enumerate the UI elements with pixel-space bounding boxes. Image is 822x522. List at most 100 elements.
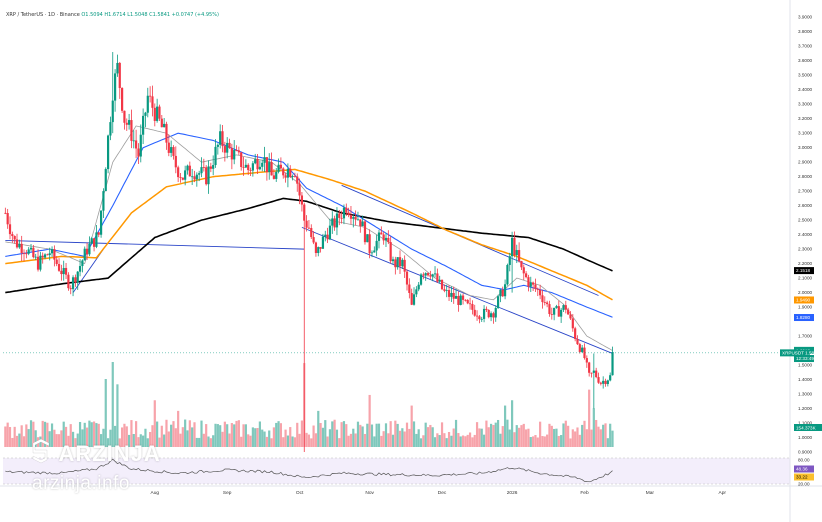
candle (515, 244, 518, 264)
candle-body (268, 162, 271, 173)
volume-bar (32, 421, 35, 447)
candle (142, 108, 145, 144)
candle-body (345, 207, 348, 213)
candle-body (258, 166, 261, 170)
y-tick-label: 2.8000 (798, 174, 812, 179)
volume-bar (443, 433, 446, 447)
candle (510, 231, 514, 293)
volume-bar (205, 424, 208, 447)
candle-body (401, 259, 404, 267)
volume-bar (20, 425, 23, 447)
candle (277, 158, 280, 174)
candle (590, 372, 593, 378)
y-tick-label: 1.9000 (798, 305, 812, 310)
candle-body (200, 167, 203, 174)
candle (333, 215, 336, 231)
candle-body (513, 237, 516, 256)
candle-body (186, 165, 189, 171)
volume-bar (132, 434, 135, 447)
candle (88, 236, 91, 257)
volume-bar (15, 435, 19, 447)
symbol-title[interactable]: XRP / TetherUS · 1D · Binance (6, 12, 80, 18)
candle (602, 376, 605, 389)
volume-bar (219, 425, 222, 447)
candle-body (536, 288, 539, 290)
candle-body (160, 118, 163, 128)
y-tick-label: 2.9000 (798, 160, 812, 165)
candle (445, 284, 448, 298)
candle (205, 165, 208, 186)
candle (487, 309, 490, 319)
candle-body (466, 300, 469, 304)
volume-bar (394, 420, 397, 447)
candle-body (522, 267, 525, 274)
candle-body (562, 305, 565, 310)
candle (46, 253, 49, 256)
volume-bar (29, 420, 33, 447)
candle (459, 293, 462, 306)
candle-body (361, 221, 364, 227)
candle-body (163, 123, 166, 128)
volume-bar (256, 428, 259, 447)
volume-bar (71, 431, 75, 447)
candle-body (457, 296, 460, 305)
candle-body (396, 257, 399, 268)
volume-bar (251, 427, 254, 447)
candle-body (62, 267, 65, 275)
candle-body (520, 261, 523, 268)
candle-body (300, 195, 304, 205)
candle (389, 236, 392, 264)
candle-body (331, 218, 334, 226)
candle-body (216, 144, 219, 147)
candle (20, 235, 23, 262)
volume-bar (244, 424, 247, 447)
candle (548, 300, 551, 317)
candle (228, 138, 231, 149)
volume-bar (597, 426, 600, 447)
candle (518, 242, 521, 263)
candle-body (303, 204, 306, 221)
volume-bar (289, 427, 292, 447)
candle-body (515, 250, 518, 256)
candle-body (95, 232, 98, 247)
volume-bar (361, 426, 364, 447)
candle (324, 230, 327, 242)
volume-bar (258, 421, 261, 447)
candle-body (235, 150, 238, 151)
candle (401, 258, 404, 269)
candle-body (319, 247, 322, 249)
candle-body (529, 282, 532, 287)
volume-bar (123, 423, 126, 447)
candle (279, 157, 283, 169)
candle (106, 134, 110, 174)
volume-bar (499, 433, 502, 447)
volume-bar (277, 421, 280, 447)
candle-body (88, 243, 91, 255)
candle-body (261, 162, 264, 167)
candle (191, 168, 194, 185)
candle (69, 285, 72, 295)
candle (503, 279, 507, 300)
ohlc-values: O1.5094 H1.6714 L1.5048 C1.5841 +0.0747 … (81, 12, 219, 18)
volume-bar (468, 432, 472, 447)
candle-body (398, 257, 402, 267)
candle-body (240, 152, 243, 168)
candle-body (590, 372, 593, 374)
candle-body (539, 289, 542, 296)
volume-bar (331, 421, 334, 447)
candle-body (508, 256, 511, 265)
y-tick-label: 3.3000 (798, 102, 812, 107)
volume-bar (560, 435, 563, 447)
volume-bar (606, 438, 609, 447)
volume-bar (67, 435, 70, 447)
candle-body (113, 73, 117, 101)
candle (50, 246, 54, 257)
candle-body (130, 120, 133, 141)
candle (592, 353, 595, 409)
candle-body (494, 307, 497, 318)
candle-body (57, 264, 61, 271)
candle-body (153, 107, 156, 121)
volume-bar (438, 435, 441, 447)
candle (433, 266, 437, 278)
